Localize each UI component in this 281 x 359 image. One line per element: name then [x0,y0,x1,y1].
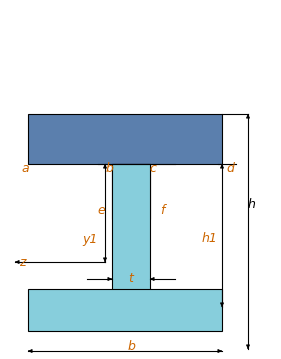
Text: a: a [21,162,29,174]
Text: b: b [127,340,135,354]
Bar [112,164,150,307]
Text: e: e [97,205,105,218]
Bar [112,164,150,219]
Text: f: f [160,205,164,218]
Text: h1: h1 [202,233,218,246]
Text: z: z [19,256,25,269]
Text: h: h [248,197,256,210]
Bar [28,289,222,331]
Bar [28,114,222,164]
Text: d: d [226,162,234,174]
Text: y1: y1 [82,233,98,246]
Text: t: t [129,272,133,285]
Text: c: c [149,162,157,174]
Text: b: b [105,162,113,174]
